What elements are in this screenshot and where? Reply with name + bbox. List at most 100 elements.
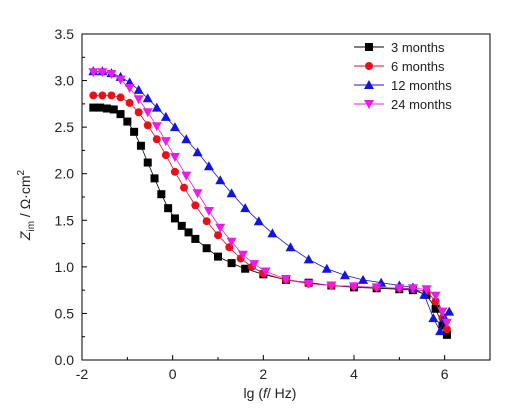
y-tick-label: 2.0: [55, 166, 75, 182]
legend-marker: [364, 80, 374, 89]
data-point: [442, 325, 451, 334]
data-point: [214, 252, 222, 261]
data-point: [203, 206, 214, 216]
data-point: [169, 152, 180, 162]
legend-label: 12 months: [391, 78, 452, 93]
data-point: [431, 304, 440, 313]
x-tick-label: -2: [76, 366, 89, 382]
data-point: [184, 228, 193, 237]
data-point: [151, 102, 162, 112]
data-point: [191, 201, 200, 210]
legend-item: 12 months: [354, 78, 452, 93]
data-point: [285, 242, 296, 252]
data-point: [428, 313, 439, 323]
legend-label: 6 months: [391, 59, 445, 74]
data-point: [215, 175, 226, 185]
y-axis-ticks: 0.0 0.5 1.0 1.5 2.0 2.5 3.0 3.5: [55, 26, 87, 368]
data-point: [226, 237, 237, 247]
data-point: [107, 91, 116, 100]
data-point: [142, 93, 153, 103]
data-point: [240, 203, 251, 213]
data-point: [170, 167, 179, 176]
data-point: [241, 264, 250, 273]
data-point: [152, 135, 161, 144]
data-point: [237, 250, 248, 260]
data-point: [407, 284, 418, 294]
data-point: [253, 216, 264, 226]
data-point: [267, 228, 278, 238]
data-point: [249, 260, 260, 270]
series-line: [93, 107, 448, 336]
data-point: [130, 127, 139, 136]
y-axis-title: Zim / Ω·cm2: [16, 169, 37, 241]
data-point: [125, 98, 134, 107]
data-point: [116, 110, 125, 119]
data-point: [98, 91, 107, 100]
data-point: [191, 234, 200, 243]
legend-item: 6 months: [354, 59, 445, 74]
data-point: [192, 189, 203, 199]
data-point: [419, 289, 430, 299]
data-point: [430, 291, 441, 301]
series-3-months: [89, 103, 451, 339]
data-point: [88, 68, 99, 78]
series-6-months: [89, 91, 451, 334]
data-point: [177, 221, 186, 230]
data-point: [349, 282, 359, 292]
data-point: [203, 161, 214, 171]
data-point: [164, 204, 173, 213]
data-point: [89, 91, 98, 100]
data-point: [437, 307, 448, 317]
data-point: [444, 306, 455, 316]
data-point: [161, 151, 170, 160]
y-tick-label: 3.5: [55, 26, 75, 42]
y-tick-label: 2.5: [55, 119, 75, 135]
legend-label: 24 months: [391, 97, 452, 112]
data-point: [143, 158, 152, 167]
data-point: [435, 326, 446, 336]
y-tick-label: 1.0: [55, 259, 75, 275]
data-point: [142, 108, 153, 118]
series-line: [93, 95, 448, 330]
y-tick-label: 0.0: [55, 352, 75, 368]
data-point: [431, 297, 440, 306]
data-point: [160, 111, 171, 121]
x-tick-label: 2: [259, 366, 267, 382]
data-point: [170, 214, 179, 223]
data-point: [421, 285, 432, 295]
data-point: [96, 103, 105, 112]
data-point: [371, 283, 382, 293]
legend-marker: [365, 43, 373, 51]
legend: 3 months 6 months 12 months 24 months: [354, 40, 452, 112]
data-point: [124, 84, 135, 94]
data-point: [326, 281, 337, 291]
series-layer: [88, 66, 455, 339]
data-point: [180, 183, 188, 192]
data-point: [123, 117, 132, 126]
data-point: [143, 121, 152, 130]
legend-item: 24 months: [354, 97, 452, 112]
data-point: [106, 70, 117, 80]
data-point: [102, 104, 111, 113]
legend-marker: [364, 100, 374, 109]
data-point: [109, 105, 118, 114]
data-point: [226, 188, 237, 198]
legend-marker: [365, 62, 373, 70]
y-tick-label: 3.0: [55, 73, 75, 89]
data-point: [202, 244, 211, 253]
data-point: [133, 84, 144, 94]
x-tick-label: 0: [169, 366, 177, 382]
data-point: [215, 223, 226, 233]
data-point: [150, 174, 159, 183]
data-point: [303, 254, 314, 264]
data-point: [160, 137, 171, 147]
data-point: [321, 263, 332, 273]
data-point: [358, 274, 369, 284]
data-point: [181, 134, 192, 144]
data-point: [339, 270, 350, 280]
series-24-months: [88, 68, 452, 328]
data-point: [303, 279, 314, 289]
legend-item: 3 months: [354, 40, 445, 55]
y-tick-label: 1.5: [55, 212, 75, 228]
